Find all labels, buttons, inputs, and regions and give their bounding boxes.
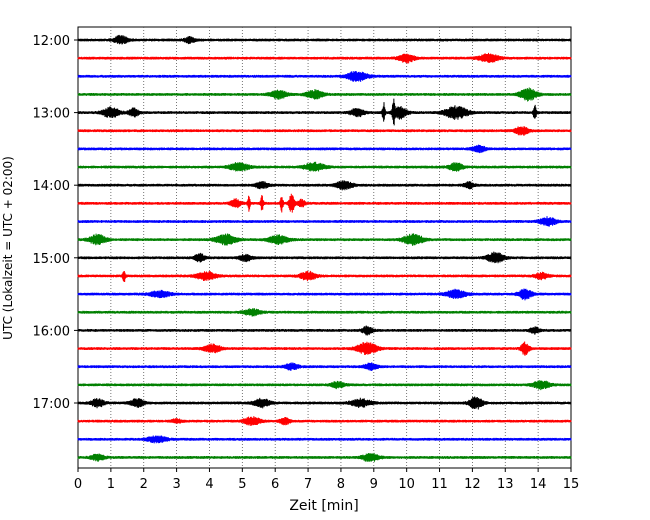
trace-1730 — [77, 435, 572, 444]
trace-1645 — [77, 380, 572, 391]
trace-1600 — [77, 325, 572, 336]
y-axis-ticks: 12:00 13:00 14:00 15:00 16:00 17:00 — [33, 34, 78, 412]
x-axis-ticks: 0 1 2 3 4 5 6 7 8 9 10 11 12 13 14 15 — [74, 468, 579, 492]
y-tick-label: 15:00 — [33, 252, 70, 267]
trace-1515 — [77, 270, 572, 283]
x-tick-label: 11 — [431, 477, 448, 492]
trace-1615 — [77, 341, 572, 356]
x-axis-label: Zeit [min] — [289, 498, 358, 514]
seismic-traces — [77, 34, 572, 462]
trace-1215 — [77, 52, 572, 64]
x-tick-label: 1 — [107, 477, 115, 492]
x-tick-label: 14 — [530, 477, 547, 492]
trace-1630 — [77, 362, 572, 371]
x-tick-label: 15 — [563, 477, 580, 492]
y-tick-label: 17:00 — [33, 397, 70, 412]
trace-1545 — [77, 308, 572, 317]
x-tick-label: 13 — [497, 477, 514, 492]
x-tick-label: 2 — [140, 477, 148, 492]
plot-area-frame — [77, 26, 572, 469]
y-tick-label: 13:00 — [33, 107, 70, 122]
y-tick-label: 14:00 — [33, 179, 70, 194]
trace-1700 — [77, 396, 572, 410]
x-tick-label: 10 — [398, 477, 415, 492]
x-tick-label: 7 — [304, 477, 312, 492]
trace-1330 — [77, 144, 572, 154]
x-tick-label: 9 — [370, 477, 378, 492]
trace-1400 — [77, 180, 572, 191]
trace-1245 — [77, 87, 572, 102]
trace-1200 — [77, 34, 572, 45]
trace-1745 — [77, 452, 572, 462]
x-tick-label: 4 — [205, 477, 213, 492]
trace-1445 — [77, 233, 572, 246]
x-tick-label: 6 — [271, 477, 279, 492]
x-tick-label: 5 — [238, 477, 246, 492]
x-tick-label: 3 — [172, 477, 180, 492]
x-tick-label: 8 — [337, 477, 345, 492]
x-tick-label: 12 — [464, 477, 481, 492]
trace-1345 — [77, 161, 572, 172]
y-axis-label: UTC (Lokalzeit = UTC + 02:00) — [1, 156, 15, 340]
trace-1300 — [77, 98, 572, 126]
trace-1315 — [77, 126, 572, 136]
y-tick-label: 16:00 — [33, 324, 70, 339]
x-tick-label: 0 — [74, 477, 82, 492]
trace-1500 — [77, 251, 572, 264]
trace-1415 — [77, 193, 572, 213]
trace-1430 — [77, 216, 572, 227]
trace-1530 — [77, 288, 572, 301]
y-tick-label: 12:00 — [33, 34, 70, 49]
trace-1715 — [77, 416, 572, 426]
trace-1230 — [77, 71, 572, 82]
